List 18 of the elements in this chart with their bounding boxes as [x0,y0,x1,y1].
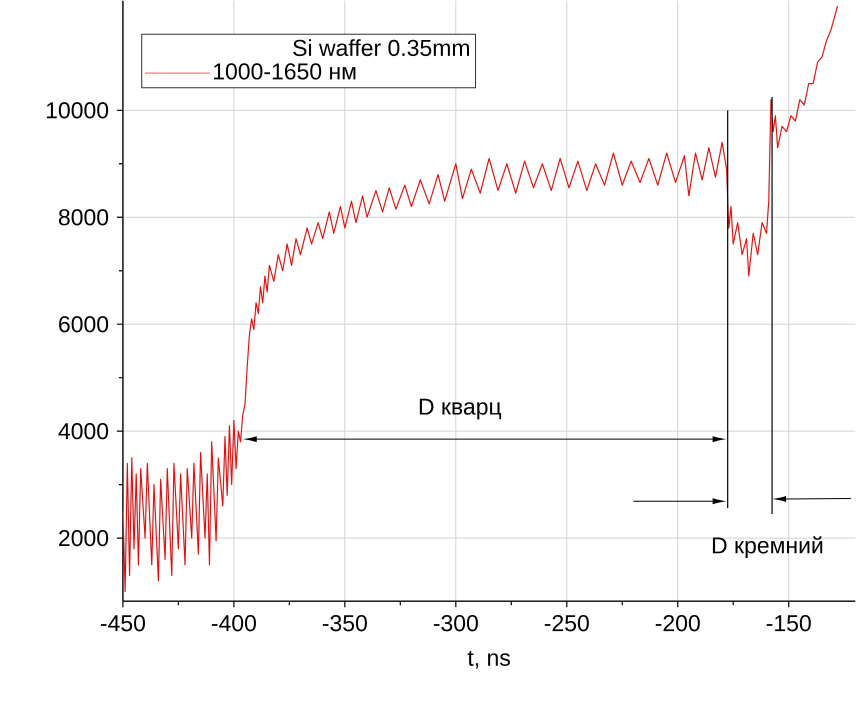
y-tick-label: 4000 [58,422,108,440]
y-tick-label: 2000 [59,530,108,546]
x-tick-label: -350 [322,615,367,632]
x-tick-label: -250 [544,615,589,632]
y-tick-label: 8000 [58,209,108,226]
legend-label: 1000-1650 нм [214,63,356,80]
annotation: D кремний [712,536,822,558]
x-tick-label: -300 [434,615,478,632]
x-tick-label: -400 [212,615,256,632]
annotation: D кварц [420,398,502,420]
y-tick-label: 6000 [59,316,108,332]
x-tick-label: -200 [656,615,700,632]
x-tick-label: -150 [766,615,811,632]
x-tick-label: -450 [100,615,145,632]
y-tick-label: 10000 [46,102,108,118]
line-series [122,5,838,592]
x-axis-title: t, ns [468,650,510,669]
legend-title: Si waffer 0.35mm [293,39,470,56]
